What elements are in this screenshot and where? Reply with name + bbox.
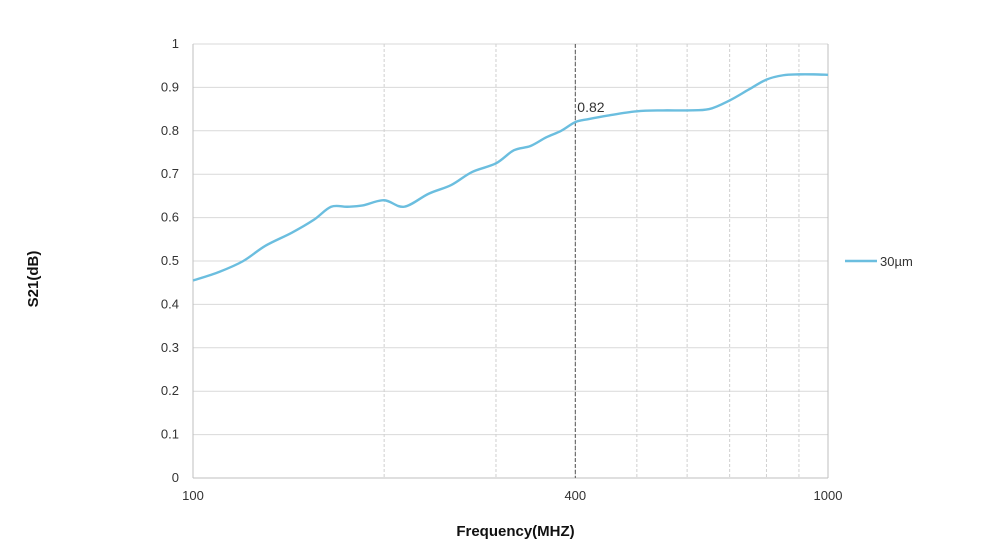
y-tick-label: 0.9 — [161, 79, 179, 94]
annotation-label: 0.82 — [577, 99, 604, 115]
y-tick-label: 0.2 — [161, 383, 179, 398]
series-line — [192, 73, 829, 282]
gridlines — [193, 43, 828, 479]
legend: 30µm — [845, 254, 913, 269]
x-tick-label: 1000 — [814, 488, 843, 503]
x-tick-labels: 100 400 1000 — [182, 488, 842, 503]
y-tick-label: 0.7 — [161, 166, 179, 181]
y-axis-title: S21(dB) — [25, 251, 42, 308]
y-tick-labels: 0 0.1 0.2 0.3 0.4 0.5 0.6 0.7 0.8 0.9 1 — [161, 36, 179, 485]
y-tick-label: 0.8 — [161, 123, 179, 138]
y-tick-label: 0.3 — [161, 340, 179, 355]
y-tick-label: 0 — [172, 470, 179, 485]
y-tick-label: 1 — [172, 36, 179, 51]
y-tick-label: 0.1 — [161, 427, 179, 442]
y-tick-label: 0.5 — [161, 253, 179, 268]
series-layer — [192, 73, 829, 282]
x-tick-label: 100 — [182, 488, 204, 503]
x-tick-label: 400 — [564, 488, 586, 503]
x-axis-title: Frequency(MHZ) — [456, 523, 574, 540]
y-tick-label: 0.4 — [161, 296, 179, 311]
legend-label: 30µm — [880, 254, 913, 269]
plot-frame — [192, 44, 829, 479]
y-tick-label: 0.6 — [161, 210, 179, 225]
